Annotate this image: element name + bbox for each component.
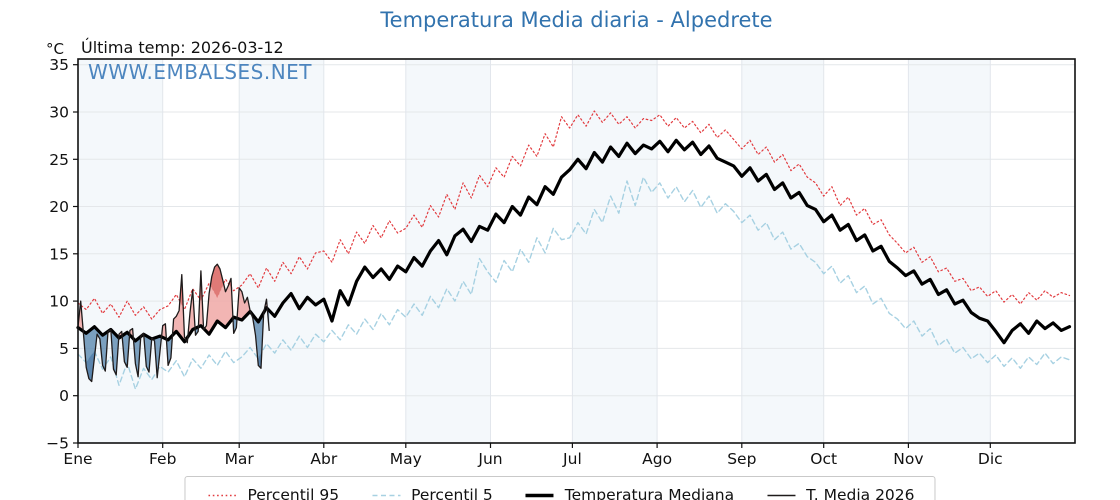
y-tick-label: 15 [49,245,69,263]
y-tick-label: 10 [49,293,69,311]
month-band [78,59,163,443]
legend-swatch-temperatura-mediana [525,493,554,497]
legend-label-percentil-5: Percentil 5 [411,486,493,500]
x-tick-label: Ago [642,450,672,468]
month-bands [78,59,991,443]
legend-label-percentil-95: Percentil 95 [247,486,340,500]
y-axis-unit-label: °C [46,40,64,58]
y-tick-label: 25 [49,151,69,169]
y-tick-label: 30 [49,104,69,122]
x-tick-label: Oct [810,450,837,468]
x-tick-label: Mar [225,450,255,468]
legend-swatch-percentil-95 [208,494,237,496]
fill-t-media-2026-above-mediana [172,274,186,342]
legend-label-t-media-2026: T. Media 2026 [806,486,915,500]
legend-item-t-media-2026: T. Media 2026 [764,486,915,500]
y-tick-label: 35 [49,56,69,74]
month-band [741,59,824,443]
series-t-media-2026 [77,263,270,383]
series-percentil-95 [77,110,1071,320]
month-band [572,59,658,443]
fill-t-media-2026-above-mediana [78,301,84,332]
fill-t-media-2026-below-mediana [133,336,141,377]
fill-t-media-2026-below-mediana [152,336,162,378]
series-percentil-5 [77,176,1071,390]
axis-frame [77,58,1076,444]
chart-title: Temperatura Media diaria - Alpedrete [380,8,773,32]
x-tick-label: Nov [893,450,923,468]
legend-item-percentil-95: Percentil 95 [205,486,339,500]
x-tick-label: Abr [310,450,337,468]
y-tick-label: 5 [59,340,69,358]
x-tick-label: Jun [477,450,502,468]
y-tick-label: 20 [49,198,69,216]
last-temp-annotation: Última temp: 2026-03-12 [81,38,284,57]
month-band [239,59,324,443]
legend-label-temperatura-mediana: Temperatura Mediana [564,486,735,500]
x-tick-label: May [390,450,422,468]
axis-ticks [73,64,991,448]
x-tick-label: Dic [978,450,1003,468]
month-band [908,59,991,443]
x-tick-label: Ene [63,450,92,468]
y-tick-label: −5 [46,435,69,453]
series-temperatura-mediana [76,138,1072,345]
legend: Percentil 95 Percentil 5 Temperatura Med… [184,476,936,500]
legend-item-temperatura-mediana: Temperatura Mediana [523,486,734,500]
x-tick-label: Feb [149,450,176,468]
y-tick-label: 0 [59,387,69,405]
legend-item-percentil-5: Percentil 5 [369,486,493,500]
legend-swatch-t-media-2026 [767,494,796,496]
legend-swatch-percentil-5 [372,494,401,496]
axis-tick-labels: Ene Feb Mar Abr May Jun Jul Ago Sep Oct Nov Dic −5 0 5… [46,56,1003,468]
fill-t-media-2026-above-mediana [237,287,251,320]
fill-t-media-2026-below-mediana [250,312,264,369]
x-tick-label: Sep [727,450,756,468]
x-tick-label: Jul [562,450,582,468]
